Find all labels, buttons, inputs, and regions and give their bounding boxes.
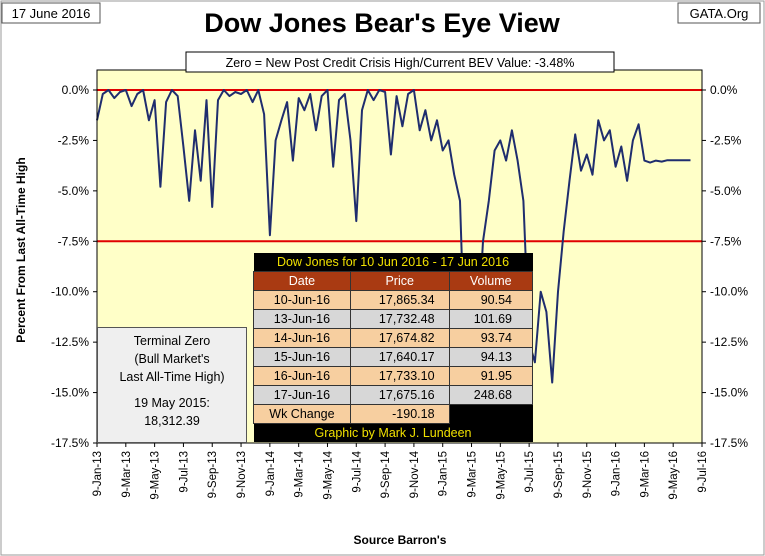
y-tick-label: -2.5% bbox=[58, 133, 90, 147]
cell-volume: 90.54 bbox=[448, 290, 534, 310]
x-tick-label: 9-Mar-13 bbox=[121, 451, 133, 498]
date-box bbox=[1, 2, 101, 24]
cell-price: 17,675.16 bbox=[349, 385, 450, 405]
y-tick-label-right: -15.0% bbox=[710, 386, 748, 400]
cell-price: 17,640.17 bbox=[349, 347, 450, 367]
y-tick-label-right: -12.5% bbox=[710, 335, 748, 349]
col-header-volume: Volume bbox=[448, 271, 534, 291]
source-tag-box bbox=[677, 2, 761, 24]
y-tick-label: -12.5% bbox=[51, 335, 89, 349]
wk-change-value: -190.18 bbox=[349, 404, 450, 424]
terminal-line-3: Last All-Time High) bbox=[119, 370, 225, 384]
table-title: Dow Jones for 10 Jun 2016 - 17 Jun 2016 bbox=[253, 253, 533, 272]
y-tick-label-right: -10.0% bbox=[710, 285, 748, 299]
x-tick-label: 9-Sep-13 bbox=[207, 451, 219, 498]
cell-date: 16-Jun-16 bbox=[253, 366, 351, 386]
terminal-line-5: 18,312.39 bbox=[144, 414, 200, 428]
x-tick-label: 9-Nov-14 bbox=[409, 450, 421, 498]
col-header-price: Price bbox=[349, 271, 450, 291]
y-tick-label: 0.0% bbox=[62, 83, 90, 97]
cell-volume: 94.13 bbox=[448, 347, 534, 367]
x-tick-label: 9-Mar-16 bbox=[639, 451, 651, 498]
cell-price: 17,674.82 bbox=[349, 328, 450, 348]
y-tick-label: -15.0% bbox=[51, 386, 89, 400]
col-header-date: Date bbox=[253, 271, 351, 291]
wk-change-blank bbox=[448, 404, 534, 424]
cell-volume: 91.95 bbox=[448, 366, 534, 386]
price-table: Dow Jones for 10 Jun 2016 - 17 Jun 2016 … bbox=[253, 253, 534, 442]
terminal-line-2: (Bull Market's bbox=[134, 352, 210, 366]
cell-date: 10-Jun-16 bbox=[253, 290, 351, 310]
x-tick-label: 9-Jan-16 bbox=[611, 451, 623, 496]
table-row: 15-Jun-16 17,640.17 94.13 bbox=[253, 347, 534, 367]
x-tick-label: 9-Jan-14 bbox=[265, 450, 277, 496]
terminal-line-4: 19 May 2015: bbox=[134, 396, 210, 410]
x-tick-label: 9-May-14 bbox=[322, 450, 334, 499]
cell-price: 17,732.48 bbox=[349, 309, 450, 329]
table-row: 14-Jun-16 17,674.82 93.74 bbox=[253, 328, 534, 348]
x-axis: 9-Jan-13 9-Mar-13 9-May-13 9-Jul-13 9-Sep-13… bbox=[92, 443, 709, 500]
y-tick-label: -5.0% bbox=[58, 184, 90, 198]
reference-lines bbox=[97, 89, 702, 243]
x-tick-label: 9-Nov-13 bbox=[236, 451, 248, 498]
x-tick-label: 9-Jan-13 bbox=[92, 451, 104, 496]
wk-change-row: Wk Change -190.18 bbox=[253, 404, 534, 424]
table-row: 10-Jun-16 17,865.34 90.54 bbox=[253, 290, 534, 310]
y-tick-label: -10.0% bbox=[51, 285, 89, 299]
chart-title: Dow Jones Bear's Eye View bbox=[204, 8, 561, 38]
table-footer: Graphic by Mark J. Lundeen bbox=[253, 423, 533, 442]
y-tick-label-right: 0.0% bbox=[710, 83, 738, 97]
table-row: 13-Jun-16 17,732.48 101.69 bbox=[253, 309, 534, 329]
x-tick-label: 9-Jul-16 bbox=[697, 451, 709, 493]
x-tick-label: 9-Sep-14 bbox=[380, 450, 392, 498]
y-tick-label-right: -7.5% bbox=[710, 234, 742, 248]
x-tick-label: 9-Mar-14 bbox=[294, 450, 306, 497]
y-axis-title: Percent From Last All-Time High bbox=[14, 157, 28, 342]
x-tick-label: 9-Jul-15 bbox=[524, 451, 536, 493]
cell-volume: 248.68 bbox=[448, 385, 534, 405]
y-axis-right: 0.0% -2.5% -5.0% -7.5% -10.0% -12.5% -15.0% -17… bbox=[702, 83, 748, 450]
x-tick-label: 9-Nov-15 bbox=[582, 451, 594, 498]
terminal-zero-box: Terminal Zero (Bull Market's Last All-Ti… bbox=[97, 327, 247, 443]
cell-date: 13-Jun-16 bbox=[253, 309, 351, 329]
x-tick-label: 9-Jul-13 bbox=[178, 451, 190, 493]
y-tick-label: -7.5% bbox=[58, 234, 90, 248]
source-tag: GATA.Org bbox=[690, 6, 749, 21]
x-tick-label: 9-Jan-15 bbox=[438, 451, 450, 496]
subtitle: Zero = New Post Credit Crisis High/Curre… bbox=[226, 56, 575, 70]
x-tick-label: 9-May-15 bbox=[495, 451, 507, 500]
terminal-line-1: Terminal Zero bbox=[133, 334, 211, 348]
wk-change-label: Wk Change bbox=[253, 404, 351, 424]
x-tick-label: 9-May-16 bbox=[668, 451, 680, 500]
date-label: 17 June 2016 bbox=[12, 6, 91, 21]
y-tick-label-right: -2.5% bbox=[710, 133, 742, 147]
x-tick-label: 9-May-13 bbox=[150, 451, 162, 500]
cell-date: 17-Jun-16 bbox=[253, 385, 351, 405]
cell-price: 17,733.10 bbox=[349, 366, 450, 386]
x-tick-label: 9-Mar-15 bbox=[467, 451, 479, 498]
x-tick-label: 9-Sep-15 bbox=[553, 451, 565, 498]
y-tick-label-right: -5.0% bbox=[710, 184, 742, 198]
table-row: 16-Jun-16 17,733.10 91.95 bbox=[253, 366, 534, 386]
series-line-bev bbox=[96, 89, 691, 384]
y-axis-left: 0.0% -2.5% -5.0% -7.5% -10.0% -12.5% -15.0% -17… bbox=[51, 83, 97, 450]
x-axis-title: Source Barron's bbox=[354, 533, 447, 547]
subtitle-box bbox=[185, 51, 615, 73]
y-tick-label: -17.5% bbox=[51, 436, 89, 450]
cell-price: 17,865.34 bbox=[349, 290, 450, 310]
cell-date: 15-Jun-16 bbox=[253, 347, 351, 367]
y-tick-label-right: -17.5% bbox=[710, 436, 748, 450]
cell-volume: 101.69 bbox=[448, 309, 534, 329]
cell-date: 14-Jun-16 bbox=[253, 328, 351, 348]
x-tick-label: 9-Jul-14 bbox=[351, 450, 363, 492]
table-row: 17-Jun-16 17,675.16 248.68 bbox=[253, 385, 534, 405]
cell-volume: 93.74 bbox=[448, 328, 534, 348]
